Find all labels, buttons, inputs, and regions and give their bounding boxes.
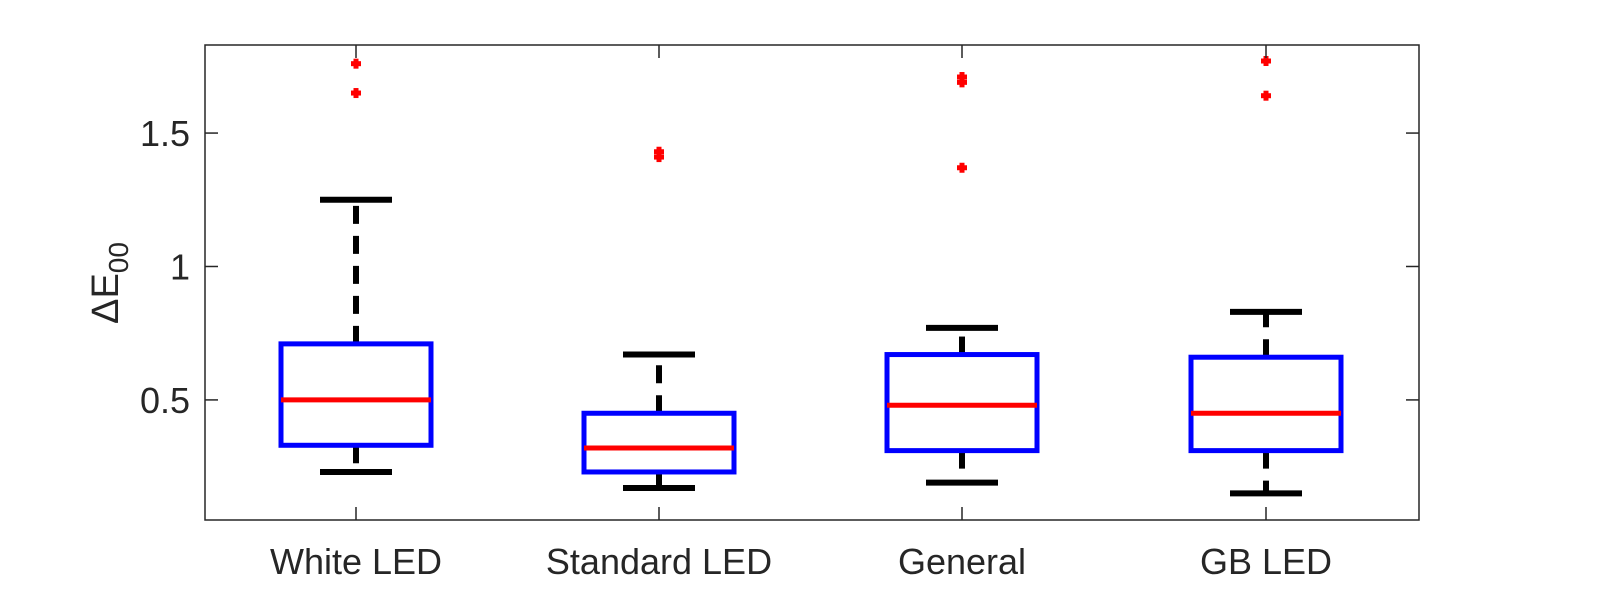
axes-frame <box>204 44 1420 521</box>
box-iqr <box>278 341 434 448</box>
y-tick-label: 1 <box>170 246 190 287</box>
outlier-marker <box>654 146 664 157</box>
box-iqr <box>1188 354 1344 454</box>
outlier-marker <box>351 58 361 69</box>
box-group-3 <box>884 72 1040 486</box>
box-group-4 <box>1188 56 1344 497</box>
x-tick-label: General <box>898 541 1026 582</box>
x-tick-label: GB LED <box>1200 541 1332 582</box>
x-tick-label: Standard LED <box>546 541 772 582</box>
y-axis-label: ΔE00 <box>85 242 134 324</box>
plot-layer <box>278 56 1344 497</box>
y-tick-label: 0.5 <box>140 380 190 421</box>
outlier-marker <box>957 72 967 83</box>
y-axis-label-subscript: 00 <box>103 242 134 273</box>
y-tick-label: 1.5 <box>140 113 190 154</box>
box-group-1 <box>278 58 434 475</box>
outlier-marker <box>957 162 967 173</box>
x-tick-label: White LED <box>270 541 442 582</box>
y-axis-label-main: ΔE <box>85 273 127 324</box>
box-group-2 <box>581 146 737 491</box>
box-iqr <box>884 352 1040 454</box>
box-iqr <box>581 410 737 475</box>
axes-layer <box>204 44 1420 521</box>
outlier-marker <box>1261 90 1271 101</box>
ticks-layer: White LED Standard LED General GB LED 0.5 1 1.… <box>140 45 1419 582</box>
outlier-marker <box>351 88 361 99</box>
